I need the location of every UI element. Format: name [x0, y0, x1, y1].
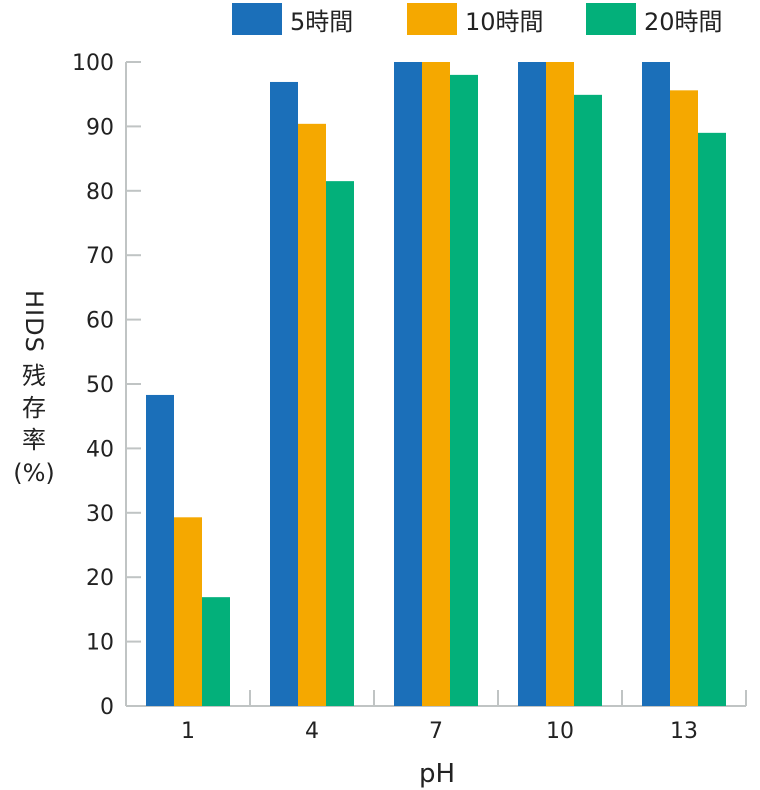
y-axis-label-unit: (%) — [13, 459, 55, 487]
y-axis-label-char-2: 存 — [22, 394, 46, 422]
y-tick-label: 80 — [86, 180, 114, 205]
legend-swatch-5h — [232, 3, 282, 35]
bar-ph10-series0 — [518, 62, 546, 706]
bar-ph13-series0 — [642, 62, 670, 706]
y-tick-label: 30 — [86, 502, 114, 527]
y-tick-label: 70 — [86, 244, 114, 269]
y-tick-label: 0 — [100, 695, 114, 720]
legend-item-5h: 5時間 — [232, 2, 353, 36]
y-axis-label-hids: HIDS — [20, 289, 48, 353]
x-axis-label: pH — [419, 759, 455, 789]
y-tick-label: 50 — [86, 373, 114, 398]
bar-ph10-series1 — [546, 62, 574, 706]
bar-ph7-series0 — [394, 62, 422, 706]
legend-swatch-10h — [407, 3, 457, 35]
x-tick-label: 13 — [670, 719, 698, 744]
legend-swatch-20h — [586, 3, 636, 35]
bar-ph13-series2 — [698, 132, 726, 707]
y-tick-label: 10 — [86, 631, 114, 656]
bar-ph7-series2 — [450, 74, 478, 706]
y-axis-label-char-1: 残 — [22, 362, 46, 390]
y-axis: 0 10 20 30 40 50 60 70 80 90 100 — [72, 51, 141, 720]
bar-ph1-series1 — [174, 517, 202, 706]
y-tick-label: 20 — [86, 566, 114, 591]
y-axis-label: HIDS 残 存 率 (%) — [12, 282, 56, 490]
bar-ph7-series1 — [422, 62, 450, 706]
bars — [146, 62, 726, 707]
bar-ph10-series2 — [574, 94, 602, 707]
legend-label-5h: 5時間 — [290, 7, 354, 36]
bar-ph13-series1 — [670, 90, 698, 706]
bar-ph4-series2 — [326, 181, 354, 706]
legend-item-20h: 20時間 — [586, 2, 723, 36]
x-tick-label: 10 — [546, 719, 574, 744]
legend-label-10h: 10時間 — [465, 7, 544, 36]
legend-label-20h: 20時間 — [644, 7, 723, 36]
bar-ph1-series2 — [202, 597, 230, 706]
y-tick-label: 100 — [72, 51, 114, 76]
bar-ph4-series0 — [270, 81, 298, 707]
y-axis-label-char-3: 率 — [22, 426, 46, 454]
bar-ph4-series1 — [298, 123, 326, 707]
y-tick-label: 60 — [86, 309, 114, 334]
y-tick-label: 40 — [86, 437, 114, 462]
legend-item-10h: 10時間 — [407, 2, 544, 36]
bar-ph1-series0 — [146, 394, 174, 706]
y-tick-label: 90 — [86, 115, 114, 140]
x-tick-label: 7 — [429, 719, 443, 744]
x-tick-label: 1 — [181, 719, 195, 744]
x-tick-label: 4 — [305, 719, 319, 744]
